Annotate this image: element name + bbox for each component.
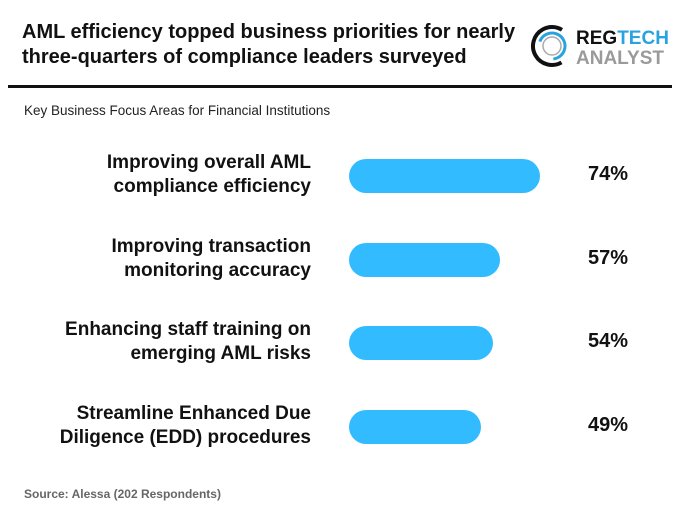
category-label-line: compliance efficiency [113, 176, 311, 197]
title-divider [8, 85, 672, 88]
category-label: Streamline Enhanced Due Diligence (EDD) p… [11, 402, 311, 450]
data-label: 74% [587, 163, 629, 185]
category-label: Improving transaction monitoring accuracy [11, 235, 311, 283]
category-label: Enhancing staff training on emerging AML … [11, 318, 311, 366]
category-label-line: monitoring accuracy [124, 260, 311, 281]
data-label: 57% [587, 247, 629, 269]
bar [349, 326, 493, 360]
category-label-line: Improving transaction [111, 236, 311, 257]
chart-title: Key Business Focus Areas for Financial I… [24, 103, 331, 118]
data-label: 49% [587, 414, 629, 436]
category-label-line: Enhancing staff training on [65, 319, 311, 340]
svg-text:ANALYST: ANALYST [576, 48, 664, 69]
source-note: Source: Alessa (202 Respondents) [24, 487, 221, 501]
category-label: Improving overall AML compliance efficien… [11, 151, 311, 199]
regtech-analyst-logo: REGTECH ANALYST [531, 24, 669, 69]
bar [349, 410, 482, 444]
category-label-line: Streamline Enhanced Due [76, 403, 311, 424]
bar [349, 159, 540, 193]
page-title: AML efficiency topped business prioritie… [22, 21, 516, 68]
category-label-line: Improving overall AML [106, 152, 311, 173]
category-label-line: emerging AML risks [130, 343, 311, 364]
svg-text:REGTECH: REGTECH [576, 28, 669, 49]
bar [349, 243, 500, 277]
category-label-line: Diligence (EDD) procedures [59, 427, 311, 448]
data-label: 54% [587, 330, 629, 352]
